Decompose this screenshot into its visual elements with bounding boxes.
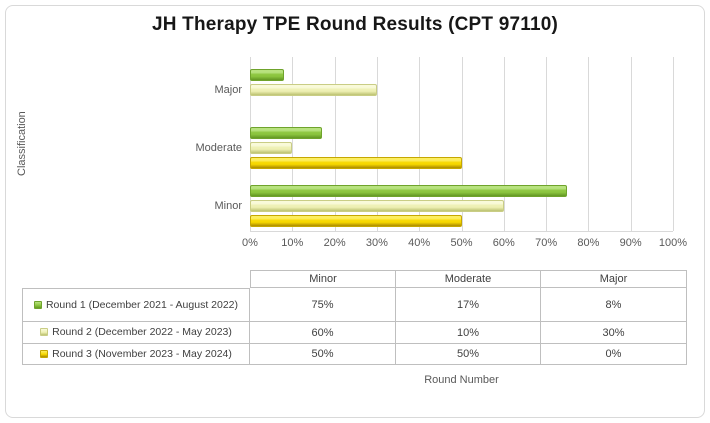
gridline <box>419 57 421 231</box>
table-value-cell: 0% <box>541 344 687 365</box>
table-row-label: Round 1 (December 2021 - August 2022) <box>22 288 250 322</box>
gridline <box>503 57 505 231</box>
gridline <box>461 57 463 231</box>
data-table: Minor Moderate Major Round 1 (December 2021… <box>22 270 687 365</box>
data-bar <box>250 84 377 96</box>
x-axis-tick-label: 40% <box>408 237 431 249</box>
table-column-header: Minor <box>250 270 396 288</box>
table-value-cell: 50% <box>396 344 541 365</box>
data-bar <box>250 127 322 139</box>
legend-swatch-icon <box>40 349 49 358</box>
legend-swatch-icon <box>40 328 49 336</box>
data-bar <box>250 142 293 154</box>
table-column-header: Major <box>541 270 687 288</box>
x-axis-tick-label: 10% <box>281 237 304 249</box>
data-bar <box>250 185 568 197</box>
data-bar <box>250 69 284 81</box>
gridline <box>546 57 548 231</box>
gridline <box>376 57 378 231</box>
y-axis-category-label: Major <box>214 84 242 96</box>
table-value-cell: 75% <box>250 288 396 322</box>
chart-title: JH Therapy TPE Round Results (CPT 97110) <box>151 14 559 35</box>
table-value-cell: 8% <box>541 288 687 322</box>
x-axis-tick-label: 60% <box>492 237 515 249</box>
data-bar <box>250 215 462 227</box>
y-axis-title: Classification <box>16 111 28 177</box>
data-bar <box>250 157 462 169</box>
x-axis-tick-label: 30% <box>365 237 388 249</box>
table-value-cell: 10% <box>396 322 541 344</box>
chart-border-frame <box>5 5 705 418</box>
gridline <box>334 57 336 231</box>
table-column-header: Moderate <box>396 270 541 288</box>
table-corner-blank-cell <box>22 270 250 288</box>
table-value-cell: 50% <box>250 344 396 365</box>
table-row-label: Round 3 (November 2023 - May 2024) <box>22 344 250 365</box>
x-axis-tick-label: 100% <box>658 237 688 249</box>
gridline <box>630 57 632 231</box>
y-axis-category-label: Moderate <box>195 142 242 154</box>
table-value-cell: 17% <box>396 288 541 322</box>
table-value-cell: 30% <box>541 322 687 344</box>
gridline <box>588 57 590 231</box>
legend-swatch-icon <box>33 300 42 309</box>
table-value-cell: 60% <box>250 322 396 344</box>
plot-area: Major Moderate Minor <box>196 57 674 232</box>
x-axis-title: Round Number <box>424 374 499 386</box>
gridline <box>292 57 294 231</box>
x-axis-tick-label: 90% <box>619 237 642 249</box>
x-axis-tick-label: 0% <box>242 237 258 249</box>
x-axis-tick-label: 20% <box>323 237 346 249</box>
data-bar <box>250 200 504 212</box>
table-row-label: Round 2 (December 2022 - May 2023) <box>22 322 250 344</box>
x-axis-tick-label: 80% <box>577 237 600 249</box>
y-axis-category-label: Minor <box>214 200 242 212</box>
x-axis-tick-row: 0% 10% 20% 30% 40% 50% 60% 70% 80% 90% 100% <box>242 237 687 251</box>
x-axis-tick-label: 50% <box>450 237 473 249</box>
x-axis-tick-label: 70% <box>535 237 558 249</box>
gridline <box>673 57 674 231</box>
